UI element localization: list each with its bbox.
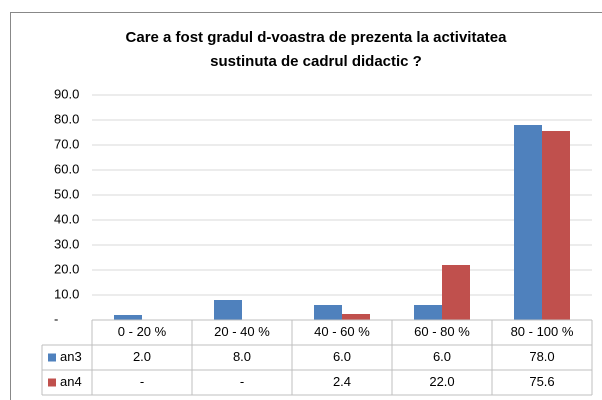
x-tick-label: 20 - 40 % [214,324,270,339]
bar [214,300,242,320]
data-label: 78.0 [529,349,554,364]
x-tick-label: 0 - 20 % [118,324,167,339]
data-label: 6.0 [433,349,451,364]
legend-swatch [48,378,56,387]
y-tick-label: 60.0 [54,161,79,176]
bar [542,131,570,320]
data-label: 8.0 [233,349,251,364]
legend-label: an4 [60,374,82,389]
y-tick-label: 90.0 [54,86,79,101]
bar [514,125,542,320]
y-tick-label: 10.0 [54,286,79,301]
data-label: - [240,374,244,389]
x-tick-label: 80 - 100 % [511,324,574,339]
data-label: - [140,374,144,389]
bar [342,314,370,320]
bar [414,305,442,320]
y-tick-label: 80.0 [54,111,79,126]
bar [314,305,342,320]
data-label: 22.0 [429,374,454,389]
legend-label: an3 [60,349,82,364]
bar [114,315,142,320]
y-tick-label: 50.0 [54,186,79,201]
y-tick-label: - [54,311,58,326]
frame [10,12,602,400]
data-label: 2.0 [133,349,151,364]
y-tick-label: 70.0 [54,136,79,151]
data-label: 6.0 [333,349,351,364]
data-label: 2.4 [333,374,351,389]
legend-swatch [48,353,56,362]
y-tick-label: 30.0 [54,236,79,251]
chart-title: Care a fost gradul d-voastra de prezenta… [125,29,507,70]
data-label: 75.6 [529,374,554,389]
bar [442,265,470,320]
y-tick-label: 40.0 [54,211,79,226]
y-tick-label: 20.0 [54,261,79,276]
x-tick-label: 40 - 60 % [314,324,370,339]
x-tick-label: 60 - 80 % [414,324,470,339]
